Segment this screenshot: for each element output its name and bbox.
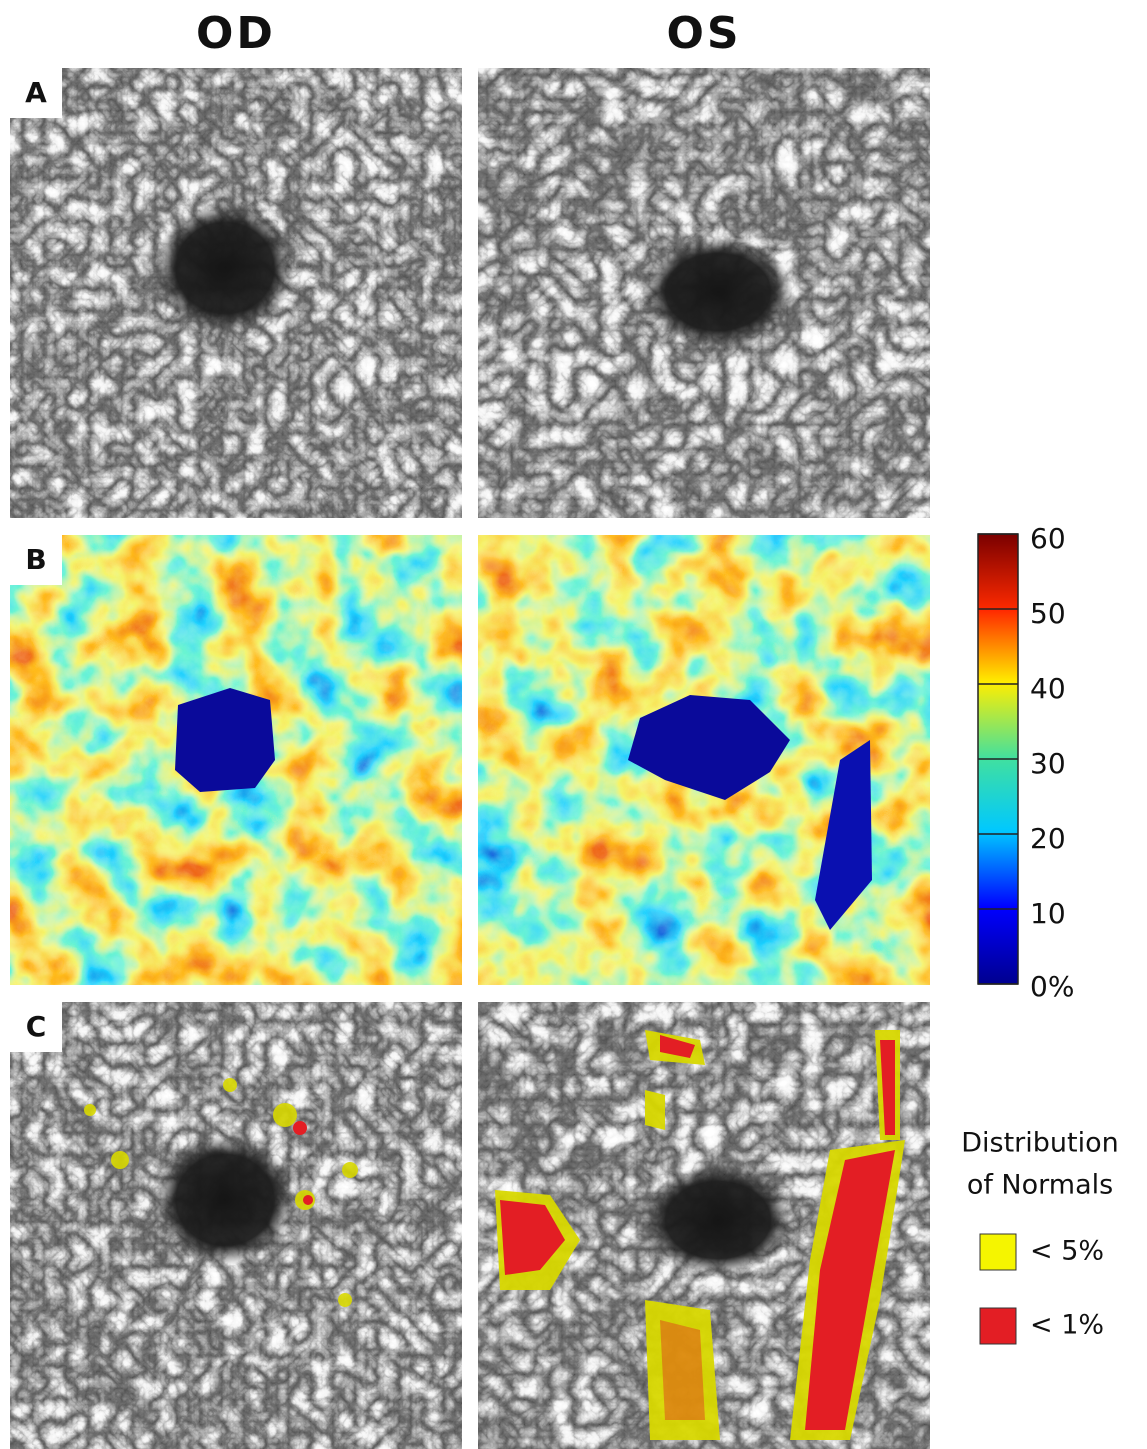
colorbar-tick-label: 0%: [1030, 970, 1074, 1003]
colorbar-tick-label: 10: [1030, 897, 1066, 930]
fovea: [643, 237, 793, 347]
legend-title: of Normals: [967, 1170, 1113, 1201]
colorbar-tick-label: 60: [1030, 522, 1066, 555]
deviation-map-od: [10, 1002, 462, 1449]
fovea: [155, 203, 295, 333]
density-map-os: [478, 535, 930, 985]
legend-label: < 5%: [1030, 1236, 1104, 1267]
colorbar-tick-label: 50: [1030, 597, 1066, 630]
panel-label: B: [25, 543, 46, 576]
panel-label: A: [25, 76, 47, 109]
colorbar-tick-label: 30: [1030, 747, 1066, 780]
legend-swatch: [980, 1308, 1016, 1344]
deviation-map-os: [478, 1002, 930, 1449]
figure: OD OS A B C 0% 10 20 30 40 50 60 Distribution of Norm…: [0, 0, 1147, 1449]
legend-label: < 1%: [1030, 1310, 1104, 1341]
column-header: OD: [196, 8, 276, 59]
panel-label: C: [26, 1010, 47, 1043]
colorbar-tick-label: 20: [1030, 822, 1066, 855]
column-header: OS: [666, 8, 741, 59]
legend-title: Distribution: [961, 1128, 1119, 1159]
legend-swatch: [980, 1234, 1016, 1270]
colorbar-tick-label: 40: [1030, 672, 1066, 705]
density-map-od: [10, 535, 462, 985]
